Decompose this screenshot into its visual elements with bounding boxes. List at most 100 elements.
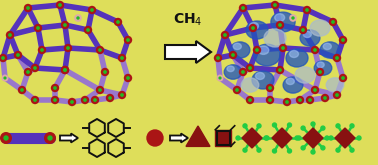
- Ellipse shape: [256, 72, 265, 80]
- FancyArrow shape: [170, 133, 188, 143]
- Polygon shape: [242, 128, 262, 148]
- Circle shape: [63, 68, 67, 72]
- Circle shape: [51, 84, 59, 92]
- Ellipse shape: [317, 62, 324, 68]
- Circle shape: [264, 136, 268, 140]
- Circle shape: [124, 74, 132, 82]
- Ellipse shape: [224, 65, 242, 79]
- Circle shape: [303, 6, 311, 14]
- Circle shape: [53, 86, 57, 90]
- Circle shape: [288, 149, 291, 153]
- Circle shape: [26, 6, 30, 10]
- Ellipse shape: [300, 30, 320, 46]
- Circle shape: [341, 76, 345, 80]
- Ellipse shape: [241, 78, 259, 92]
- Bar: [215, 130, 231, 146]
- Circle shape: [98, 88, 102, 92]
- Circle shape: [8, 33, 12, 37]
- Circle shape: [40, 48, 44, 52]
- Circle shape: [63, 23, 67, 27]
- Circle shape: [241, 70, 245, 74]
- Circle shape: [14, 51, 22, 59]
- Ellipse shape: [314, 61, 332, 75]
- Polygon shape: [186, 126, 210, 146]
- Circle shape: [257, 124, 261, 128]
- Ellipse shape: [310, 20, 330, 36]
- Circle shape: [31, 96, 39, 104]
- Circle shape: [279, 44, 287, 52]
- Ellipse shape: [227, 66, 234, 72]
- Circle shape: [239, 4, 247, 12]
- Ellipse shape: [252, 71, 274, 89]
- Circle shape: [86, 28, 90, 32]
- Circle shape: [321, 146, 325, 150]
- Circle shape: [311, 86, 319, 94]
- Circle shape: [248, 66, 252, 70]
- Circle shape: [0, 54, 7, 62]
- Circle shape: [2, 75, 8, 82]
- Ellipse shape: [286, 49, 308, 67]
- Circle shape: [249, 24, 257, 32]
- Ellipse shape: [271, 12, 295, 32]
- Circle shape: [333, 91, 341, 99]
- Circle shape: [126, 38, 130, 42]
- Circle shape: [289, 14, 297, 22]
- Circle shape: [266, 84, 274, 92]
- Circle shape: [301, 146, 305, 150]
- Ellipse shape: [275, 14, 285, 21]
- Circle shape: [308, 98, 312, 102]
- Circle shape: [33, 98, 37, 102]
- Circle shape: [103, 70, 107, 74]
- Circle shape: [341, 38, 345, 42]
- Ellipse shape: [283, 77, 303, 93]
- Circle shape: [276, 21, 284, 29]
- Circle shape: [296, 96, 304, 104]
- Circle shape: [51, 96, 59, 104]
- Bar: [217, 131, 230, 145]
- Circle shape: [118, 91, 126, 99]
- Circle shape: [34, 24, 42, 32]
- Ellipse shape: [230, 42, 250, 58]
- Circle shape: [339, 74, 347, 82]
- Circle shape: [283, 98, 291, 106]
- Circle shape: [321, 126, 325, 130]
- Circle shape: [120, 56, 124, 60]
- Circle shape: [239, 68, 247, 76]
- Circle shape: [96, 86, 104, 94]
- Ellipse shape: [264, 29, 286, 47]
- Circle shape: [333, 54, 341, 62]
- Circle shape: [257, 148, 261, 152]
- Circle shape: [6, 31, 14, 39]
- Circle shape: [316, 68, 324, 76]
- Circle shape: [336, 148, 340, 152]
- Polygon shape: [303, 128, 323, 148]
- Polygon shape: [335, 128, 355, 148]
- Circle shape: [268, 86, 272, 90]
- Circle shape: [214, 54, 222, 62]
- Circle shape: [311, 122, 315, 126]
- Circle shape: [217, 75, 223, 82]
- Circle shape: [93, 98, 97, 102]
- Ellipse shape: [290, 50, 299, 57]
- Text: CH$_4$: CH$_4$: [173, 12, 203, 28]
- Circle shape: [278, 68, 282, 72]
- Ellipse shape: [258, 46, 269, 54]
- Circle shape: [255, 48, 259, 52]
- Ellipse shape: [320, 42, 340, 58]
- Circle shape: [116, 20, 120, 24]
- Circle shape: [229, 51, 237, 59]
- Circle shape: [44, 132, 56, 144]
- Circle shape: [84, 26, 92, 34]
- Circle shape: [70, 100, 74, 104]
- Ellipse shape: [246, 21, 268, 39]
- Circle shape: [295, 136, 299, 140]
- Circle shape: [31, 64, 39, 72]
- Circle shape: [38, 46, 46, 54]
- Circle shape: [278, 23, 282, 27]
- Circle shape: [33, 66, 37, 70]
- Circle shape: [0, 132, 12, 144]
- Circle shape: [236, 136, 240, 140]
- Circle shape: [221, 31, 229, 39]
- Circle shape: [20, 88, 24, 92]
- Circle shape: [101, 68, 109, 76]
